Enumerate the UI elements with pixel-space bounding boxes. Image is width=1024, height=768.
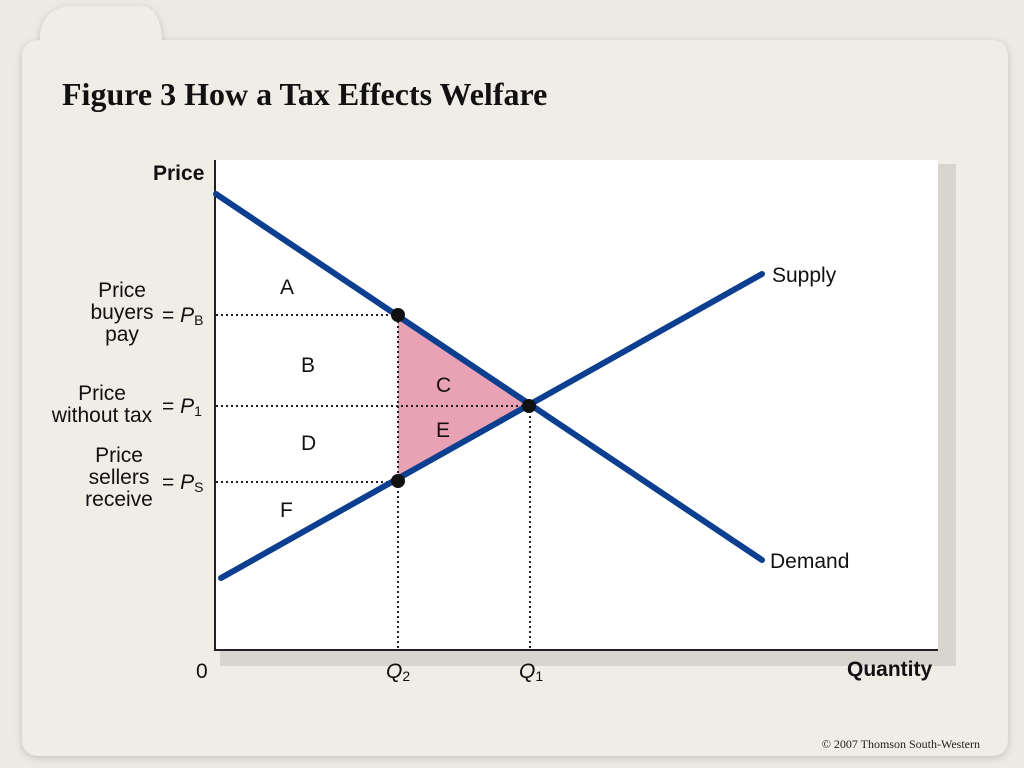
area-f-label: F — [280, 499, 293, 522]
q2-label: Q2 — [386, 660, 411, 685]
area-b-label: B — [301, 354, 316, 377]
graph-panel — [214, 160, 938, 650]
copyright-notice: © 2007 Thomson South-Western — [821, 737, 980, 751]
area-d-label: D — [301, 432, 317, 455]
point-buyers-price — [391, 308, 405, 322]
x-axis-label: Quantity — [847, 658, 933, 681]
page-title: Figure 3 How a Tax Effects Welfare — [62, 76, 548, 112]
point-sellers-price — [391, 474, 405, 488]
demand-label: Demand — [770, 550, 850, 573]
supply-curve — [218, 271, 765, 581]
pb-symbol: = PB — [162, 304, 204, 329]
demand-curve — [213, 191, 765, 563]
graph-panel-shadow — [936, 164, 956, 666]
y-axis-label: Price — [153, 162, 205, 185]
area-e-label: E — [436, 419, 451, 442]
area-a-label: A — [280, 276, 295, 299]
area-c-label: C — [436, 374, 452, 397]
q1-label: Q1 — [519, 660, 544, 685]
guide-lines — [216, 314, 531, 650]
point-equilibrium — [522, 399, 536, 413]
ps-symbol: = PS — [162, 471, 204, 496]
price-buyers-pay-label: Price buyers pay — [90, 279, 154, 346]
origin-label: 0 — [196, 660, 208, 683]
price-without-tax-label: Price without tax — [51, 382, 153, 427]
supply-label: Supply — [772, 264, 837, 287]
deadweight-loss-triangle — [398, 316, 529, 482]
p1-symbol: = P1 — [162, 395, 202, 420]
price-sellers-receive-label: Price sellers receive — [85, 444, 153, 511]
